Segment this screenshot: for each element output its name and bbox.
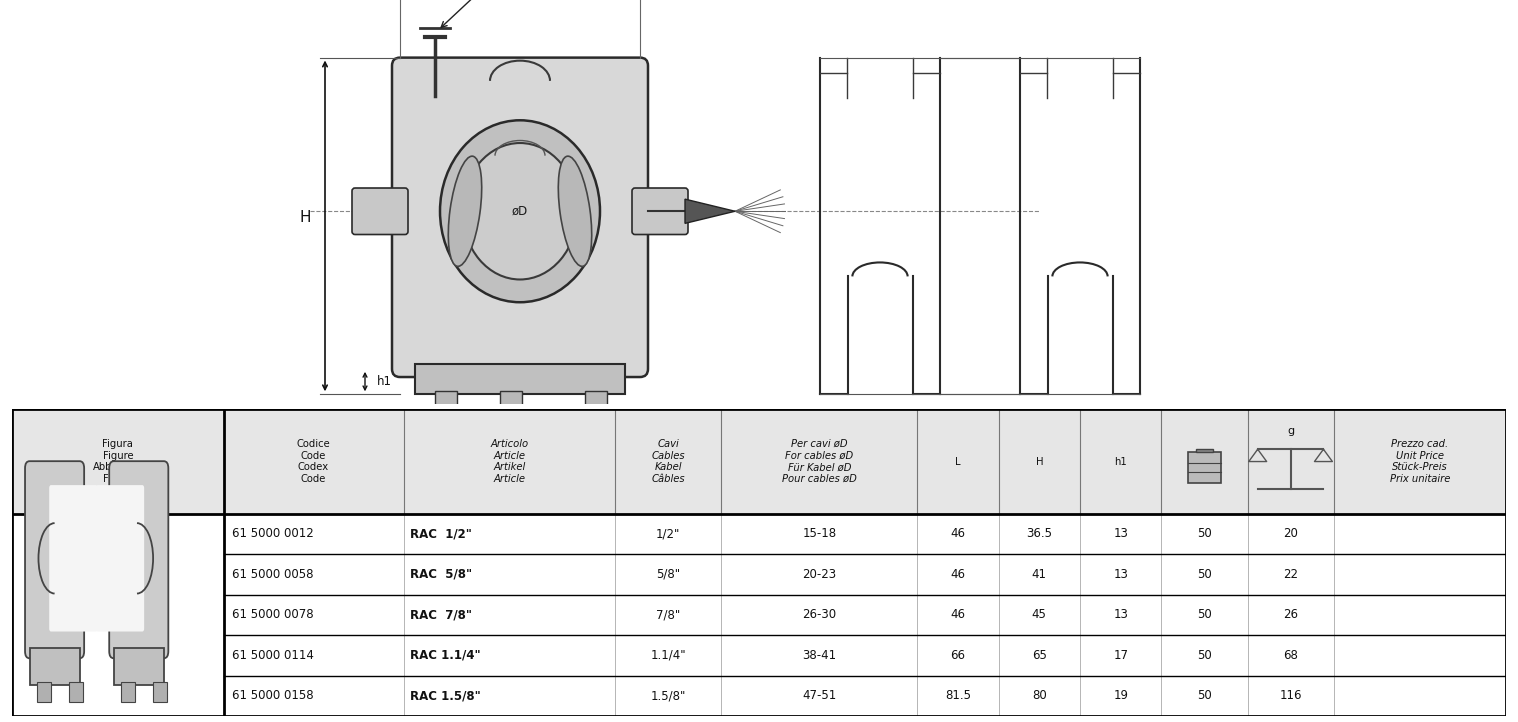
- Text: Per cavi øD
For cables øD
Für Kabel øD
Pour cables øD: Per cavi øD For cables øD Für Kabel øD P…: [782, 439, 856, 484]
- Text: 5/8": 5/8": [656, 568, 680, 581]
- Text: 61 5000 0158: 61 5000 0158: [232, 690, 314, 703]
- Ellipse shape: [559, 156, 592, 266]
- Text: 61 5000 0078: 61 5000 0078: [232, 609, 314, 622]
- Text: 50: 50: [1198, 649, 1211, 662]
- Text: 13: 13: [1113, 609, 1128, 622]
- Text: H: H: [299, 210, 311, 225]
- Text: 46: 46: [950, 528, 965, 541]
- Text: RAC  7/8": RAC 7/8": [410, 609, 472, 622]
- Bar: [436, 391, 457, 412]
- Text: 50: 50: [1198, 568, 1211, 581]
- Text: 15-18: 15-18: [802, 528, 836, 541]
- Text: H: H: [1035, 456, 1043, 466]
- Text: 17: 17: [1113, 649, 1128, 662]
- Bar: [153, 682, 167, 702]
- Text: g: g: [1287, 426, 1295, 436]
- Bar: [121, 682, 135, 702]
- Text: 46: 46: [950, 568, 965, 581]
- Text: 1.1/4": 1.1/4": [650, 649, 686, 662]
- Text: 22: 22: [1283, 568, 1298, 581]
- Text: 20-23: 20-23: [802, 568, 836, 581]
- Text: 45: 45: [1032, 609, 1047, 622]
- Text: RAC 1.1/4": RAC 1.1/4": [410, 649, 480, 662]
- Bar: [1189, 452, 1220, 483]
- Text: 19: 19: [1113, 690, 1128, 703]
- Bar: [584, 391, 607, 412]
- Text: 46: 46: [950, 609, 965, 622]
- Text: 116: 116: [1280, 690, 1302, 703]
- Text: 1/2": 1/2": [656, 528, 680, 541]
- Bar: [499, 391, 522, 412]
- Ellipse shape: [440, 121, 600, 303]
- Text: RAC  1/2": RAC 1/2": [410, 528, 472, 541]
- Text: 26: 26: [1283, 609, 1298, 622]
- Bar: [114, 648, 164, 685]
- Text: 81.5: 81.5: [944, 690, 972, 703]
- Text: Articolo
Article
Artikel
Article: Articolo Article Artikel Article: [490, 439, 528, 484]
- Text: 68: 68: [1283, 649, 1298, 662]
- Text: øD: øD: [512, 205, 528, 218]
- FancyBboxPatch shape: [96, 485, 144, 632]
- Bar: [414, 364, 625, 394]
- Text: L: L: [955, 456, 961, 466]
- Text: 41: 41: [1032, 568, 1047, 581]
- FancyBboxPatch shape: [352, 188, 408, 235]
- FancyBboxPatch shape: [392, 58, 648, 377]
- Text: 50: 50: [1198, 690, 1211, 703]
- FancyBboxPatch shape: [109, 461, 168, 658]
- Text: 1.5/8": 1.5/8": [651, 690, 686, 703]
- FancyBboxPatch shape: [631, 188, 688, 235]
- Text: 7/8": 7/8": [656, 609, 680, 622]
- Text: Cavi
Cables
Kabel
Câbles: Cavi Cables Kabel Câbles: [651, 439, 685, 484]
- Bar: [12, 409, 1506, 514]
- Text: RAC 1.5/8": RAC 1.5/8": [410, 690, 480, 703]
- Text: h1: h1: [1114, 456, 1126, 466]
- Bar: [1196, 448, 1213, 452]
- Text: 65: 65: [1032, 649, 1047, 662]
- FancyBboxPatch shape: [24, 461, 83, 658]
- Text: 66: 66: [950, 649, 965, 662]
- Ellipse shape: [448, 156, 481, 266]
- Text: 38-41: 38-41: [802, 649, 836, 662]
- Text: Prezzo cad.
Unit Price
Stück-Preis
Prix unitaire: Prezzo cad. Unit Price Stück-Preis Prix …: [1389, 439, 1450, 484]
- Text: 80: 80: [1032, 690, 1046, 703]
- Text: 50: 50: [1198, 528, 1211, 541]
- Text: 50: 50: [1198, 609, 1211, 622]
- Text: 26-30: 26-30: [802, 609, 836, 622]
- Text: 61 5000 0012: 61 5000 0012: [232, 528, 314, 541]
- Bar: [68, 682, 83, 702]
- Text: 36.5: 36.5: [1026, 528, 1052, 541]
- Text: Figura
Figure
Abbildung
Figure: Figura Figure Abbildung Figure: [93, 439, 143, 484]
- Text: Codice
Code
Codex
Code: Codice Code Codex Code: [296, 439, 331, 484]
- Text: RAC  5/8": RAC 5/8": [410, 568, 472, 581]
- Text: 47-51: 47-51: [802, 690, 836, 703]
- Text: 61 5000 0058: 61 5000 0058: [232, 568, 314, 581]
- Text: h1: h1: [376, 375, 392, 388]
- Ellipse shape: [463, 143, 577, 279]
- Text: 13: 13: [1113, 528, 1128, 541]
- Polygon shape: [685, 199, 735, 223]
- Text: 20: 20: [1283, 528, 1298, 541]
- Text: 13: 13: [1113, 568, 1128, 581]
- Bar: [29, 648, 79, 685]
- Bar: [36, 682, 52, 702]
- Text: 61 5000 0114: 61 5000 0114: [232, 649, 314, 662]
- FancyBboxPatch shape: [49, 485, 97, 632]
